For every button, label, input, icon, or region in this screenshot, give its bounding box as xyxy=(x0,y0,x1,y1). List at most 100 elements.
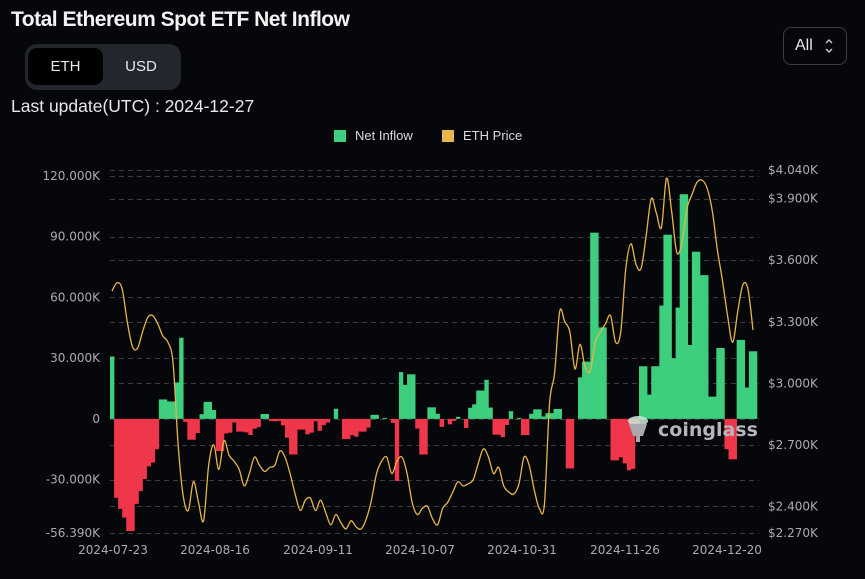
net-inflow-bar[interactable] xyxy=(260,414,265,419)
net-inflow-bar[interactable] xyxy=(166,401,172,419)
net-inflow-bar[interactable] xyxy=(154,418,160,450)
net-inflow-bar[interactable] xyxy=(594,232,599,419)
net-inflow-bar[interactable] xyxy=(537,409,542,419)
net-inflow-bar[interactable] xyxy=(293,418,298,455)
net-inflow-bar[interactable] xyxy=(207,401,213,419)
range-select[interactable]: All xyxy=(783,27,847,65)
net-inflow-bar[interactable] xyxy=(289,418,294,455)
net-inflow-bar[interactable] xyxy=(582,361,587,419)
net-inflow-bar[interactable] xyxy=(545,413,550,419)
net-inflow-bar[interactable] xyxy=(667,234,672,419)
net-inflow-bar[interactable] xyxy=(520,418,526,436)
net-inflow-bar[interactable] xyxy=(228,418,233,433)
net-inflow-bar[interactable] xyxy=(724,418,729,450)
net-inflow-bar[interactable] xyxy=(142,418,147,479)
net-inflow-bar[interactable] xyxy=(586,361,591,419)
net-inflow-bar[interactable] xyxy=(122,418,127,518)
unit-toggle-usd[interactable]: USD xyxy=(125,58,157,75)
net-inflow-bar[interactable] xyxy=(748,351,754,419)
net-inflow-bar[interactable] xyxy=(618,418,624,458)
net-inflow-bar[interactable] xyxy=(476,390,481,419)
net-inflow-bar[interactable] xyxy=(704,275,709,419)
net-inflow-bar[interactable] xyxy=(321,418,326,426)
net-inflow-bar[interactable] xyxy=(630,418,636,469)
net-inflow-bar[interactable] xyxy=(171,401,176,419)
net-inflow-bar[interactable] xyxy=(740,339,746,419)
legend-item-net-inflow[interactable]: Net Inflow xyxy=(334,128,413,143)
net-inflow-bar[interactable] xyxy=(203,401,208,419)
net-inflow-bar[interactable] xyxy=(614,418,619,461)
net-inflow-bar[interactable] xyxy=(325,418,331,423)
net-inflow-bar[interactable] xyxy=(219,418,225,452)
net-inflow-bar[interactable] xyxy=(191,418,196,440)
net-inflow-bar[interactable] xyxy=(744,387,750,419)
net-inflow-bar[interactable] xyxy=(175,382,180,419)
net-inflow-bar[interactable] xyxy=(370,414,375,419)
net-inflow-bar[interactable] xyxy=(382,417,388,419)
net-inflow-bar[interactable] xyxy=(297,418,302,430)
net-inflow-bar[interactable] xyxy=(700,275,705,419)
net-inflow-bar[interactable] xyxy=(341,418,347,440)
net-inflow-bar[interactable] xyxy=(569,418,575,469)
net-inflow-bar[interactable] xyxy=(549,413,554,419)
net-inflow-bar[interactable] xyxy=(716,348,721,419)
net-inflow-bar[interactable] xyxy=(126,418,131,531)
net-inflow-bar[interactable] xyxy=(390,418,396,423)
net-inflow-bar[interactable] xyxy=(195,418,200,434)
net-inflow-bar[interactable] xyxy=(423,418,428,455)
net-inflow-bar[interactable] xyxy=(626,418,632,471)
net-inflow-bar[interactable] xyxy=(752,351,758,419)
net-inflow-bar[interactable] xyxy=(284,418,290,438)
net-inflow-bar[interactable] xyxy=(110,356,115,419)
net-inflow-bar[interactable] xyxy=(659,305,664,419)
net-inflow-bar[interactable] xyxy=(695,251,701,419)
net-inflow-bar[interactable] xyxy=(577,377,583,419)
net-inflow-bar[interactable] xyxy=(508,411,514,419)
net-inflow-bar[interactable] xyxy=(565,418,571,469)
net-inflow-bar[interactable] xyxy=(264,414,269,419)
net-inflow-bar[interactable] xyxy=(691,251,697,419)
net-inflow-bar[interactable] xyxy=(411,374,416,419)
net-inflow-bar[interactable] xyxy=(244,418,249,433)
net-inflow-bar[interactable] xyxy=(419,418,424,455)
net-inflow-bar[interactable] xyxy=(602,327,607,419)
net-inflow-bar[interactable] xyxy=(553,408,558,419)
net-inflow-bar[interactable] xyxy=(150,418,156,463)
net-inflow-bar[interactable] xyxy=(309,418,314,433)
net-inflow-bar[interactable] xyxy=(362,418,367,432)
net-inflow-bar[interactable] xyxy=(146,418,151,467)
net-inflow-bar[interactable] xyxy=(472,404,477,419)
net-inflow-bar[interactable] xyxy=(732,418,737,460)
net-inflow-bar[interactable] xyxy=(683,194,689,419)
net-inflow-bar[interactable] xyxy=(622,418,628,464)
net-inflow-bar[interactable] xyxy=(134,418,139,504)
net-inflow-bar[interactable] xyxy=(516,417,522,419)
net-inflow-bar[interactable] xyxy=(346,418,351,440)
net-inflow-bar[interactable] xyxy=(712,396,717,419)
net-inflow-bar[interactable] xyxy=(488,407,493,419)
net-inflow-bar[interactable] xyxy=(187,418,192,440)
net-inflow-bar[interactable] xyxy=(557,408,562,419)
net-inflow-bar[interactable] xyxy=(215,418,221,452)
net-inflow-bar[interactable] xyxy=(675,307,680,419)
net-inflow-bar[interactable] xyxy=(211,409,217,419)
net-inflow-bar[interactable] xyxy=(492,418,497,435)
net-inflow-bar[interactable] xyxy=(464,418,469,428)
net-inflow-bar[interactable] xyxy=(447,418,453,425)
net-inflow-bar[interactable] xyxy=(541,416,546,419)
net-inflow-bar[interactable] xyxy=(598,327,603,419)
net-inflow-bar[interactable] xyxy=(451,418,457,421)
net-inflow-bar[interactable] xyxy=(240,418,245,432)
net-inflow-bar[interactable] xyxy=(158,399,164,419)
net-inflow-bar[interactable] xyxy=(708,396,713,419)
net-inflow-bar[interactable] xyxy=(651,366,656,419)
net-inflow-bar[interactable] xyxy=(118,418,123,509)
net-inflow-bar[interactable] xyxy=(431,407,436,419)
net-inflow-bar[interactable] xyxy=(223,418,229,434)
net-inflow-bar[interactable] xyxy=(398,372,404,419)
net-inflow-bar[interactable] xyxy=(394,418,400,482)
net-inflow-bar[interactable] xyxy=(736,339,742,419)
net-inflow-bar[interactable] xyxy=(354,418,359,437)
net-inflow-bar[interactable] xyxy=(114,418,119,498)
net-inflow-bar[interactable] xyxy=(374,414,379,419)
